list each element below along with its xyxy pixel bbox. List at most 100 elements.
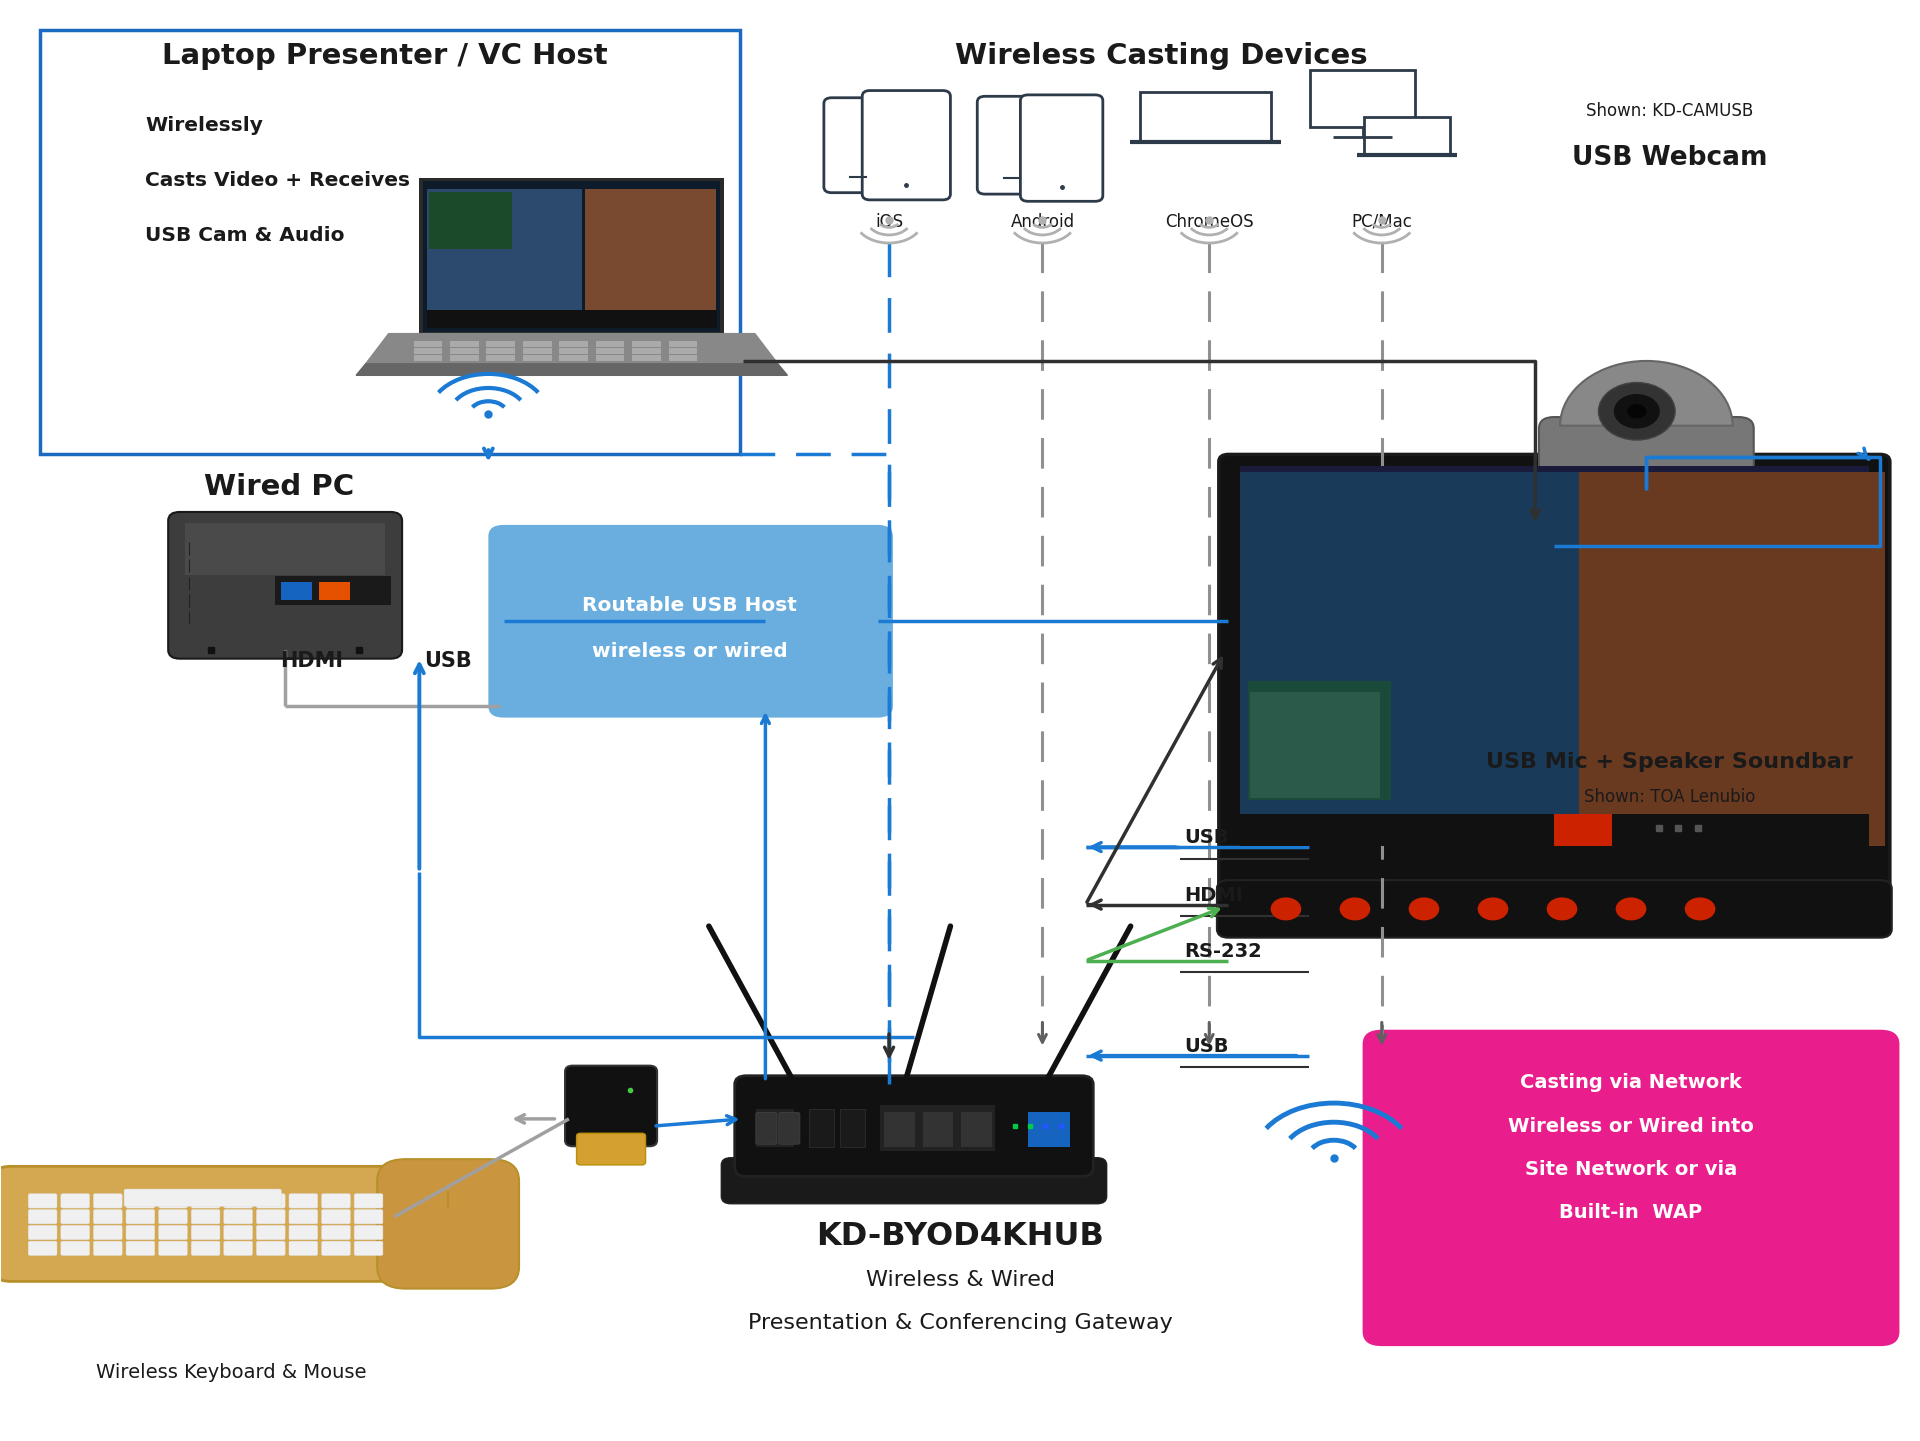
Bar: [595, 354, 624, 360]
FancyBboxPatch shape: [127, 1241, 156, 1255]
FancyBboxPatch shape: [780, 1112, 801, 1144]
Text: Presentation & Conferencing Gateway: Presentation & Conferencing Gateway: [747, 1313, 1173, 1333]
Bar: [449, 347, 478, 353]
Circle shape: [1340, 898, 1371, 921]
Circle shape: [1599, 382, 1674, 440]
FancyBboxPatch shape: [192, 1193, 221, 1208]
FancyBboxPatch shape: [321, 1209, 349, 1223]
FancyBboxPatch shape: [94, 1225, 123, 1239]
Bar: [632, 354, 660, 360]
Bar: [885, 1112, 916, 1147]
FancyBboxPatch shape: [159, 1209, 188, 1223]
Circle shape: [1626, 403, 1645, 418]
Circle shape: [1548, 898, 1578, 921]
Text: Laptop Presenter / VC Host: Laptop Presenter / VC Host: [161, 42, 607, 69]
Text: Casting via Network: Casting via Network: [1521, 1074, 1741, 1092]
Bar: [186, 523, 384, 575]
Bar: [426, 189, 582, 329]
Text: Wireless or Wired into: Wireless or Wired into: [1507, 1117, 1755, 1136]
Text: USB: USB: [1185, 829, 1229, 847]
FancyBboxPatch shape: [94, 1193, 123, 1208]
Text: ChromeOS: ChromeOS: [1165, 213, 1254, 231]
FancyBboxPatch shape: [225, 1193, 253, 1208]
FancyBboxPatch shape: [192, 1209, 221, 1223]
Bar: [668, 354, 697, 360]
FancyBboxPatch shape: [321, 1193, 349, 1208]
Bar: [449, 342, 478, 347]
Bar: [413, 342, 442, 347]
Text: USB Webcam: USB Webcam: [1572, 146, 1766, 171]
Bar: [40, 30, 739, 454]
Circle shape: [1617, 898, 1645, 921]
Text: Casts Video + Receives: Casts Video + Receives: [146, 171, 411, 190]
Bar: [960, 1112, 991, 1147]
Bar: [449, 354, 478, 360]
Bar: [422, 182, 720, 333]
Bar: [522, 342, 551, 347]
FancyBboxPatch shape: [576, 1133, 645, 1164]
FancyBboxPatch shape: [321, 1241, 349, 1255]
FancyBboxPatch shape: [61, 1225, 90, 1239]
Text: KD-BYOD4KHUB: KD-BYOD4KHUB: [816, 1221, 1104, 1252]
FancyBboxPatch shape: [1363, 1030, 1899, 1346]
FancyBboxPatch shape: [353, 1225, 382, 1239]
FancyBboxPatch shape: [159, 1225, 188, 1239]
Text: Wireless & Wired: Wireless & Wired: [866, 1270, 1054, 1290]
Bar: [1250, 692, 1380, 798]
Text: Routable USB Host: Routable USB Host: [582, 597, 797, 615]
Circle shape: [1615, 393, 1659, 428]
Text: Shown: KD-CAMUSB: Shown: KD-CAMUSB: [1586, 102, 1753, 120]
Polygon shape: [365, 334, 778, 363]
Text: RS-232: RS-232: [1185, 941, 1261, 961]
Wedge shape: [1561, 360, 1732, 425]
Bar: [1309, 71, 1415, 127]
Text: iOS: iOS: [876, 213, 902, 231]
Bar: [522, 354, 551, 360]
Text: Built-in  WAP: Built-in WAP: [1559, 1203, 1703, 1222]
FancyBboxPatch shape: [159, 1241, 188, 1255]
Bar: [1240, 465, 1868, 501]
FancyBboxPatch shape: [376, 1159, 518, 1288]
FancyBboxPatch shape: [353, 1193, 382, 1208]
FancyBboxPatch shape: [61, 1209, 90, 1223]
FancyBboxPatch shape: [29, 1193, 58, 1208]
FancyBboxPatch shape: [225, 1225, 253, 1239]
FancyBboxPatch shape: [127, 1209, 156, 1223]
FancyBboxPatch shape: [94, 1209, 123, 1223]
Text: Wired PC: Wired PC: [204, 473, 355, 501]
FancyBboxPatch shape: [290, 1209, 317, 1223]
FancyBboxPatch shape: [192, 1241, 221, 1255]
Bar: [319, 582, 349, 599]
Bar: [275, 576, 390, 605]
FancyBboxPatch shape: [0, 1166, 413, 1281]
Bar: [522, 347, 551, 353]
FancyBboxPatch shape: [94, 1241, 123, 1255]
FancyBboxPatch shape: [61, 1241, 90, 1255]
FancyBboxPatch shape: [127, 1193, 156, 1208]
Bar: [924, 1112, 954, 1147]
FancyBboxPatch shape: [735, 1076, 1092, 1176]
Bar: [413, 354, 442, 360]
Bar: [881, 1105, 995, 1151]
FancyBboxPatch shape: [564, 1066, 657, 1146]
Circle shape: [1409, 898, 1440, 921]
Bar: [1363, 117, 1450, 154]
Bar: [428, 192, 513, 249]
Text: USB Mic + Speaker Soundbar: USB Mic + Speaker Soundbar: [1486, 752, 1853, 772]
FancyBboxPatch shape: [257, 1209, 286, 1223]
FancyBboxPatch shape: [257, 1225, 286, 1239]
FancyBboxPatch shape: [756, 1112, 778, 1144]
FancyBboxPatch shape: [862, 91, 950, 200]
Bar: [810, 1110, 835, 1147]
Bar: [419, 179, 724, 334]
Bar: [1140, 92, 1271, 141]
Circle shape: [1478, 898, 1509, 921]
Text: USB: USB: [1185, 1036, 1229, 1056]
Bar: [668, 347, 697, 353]
Bar: [1240, 471, 1578, 846]
FancyBboxPatch shape: [977, 97, 1046, 195]
Bar: [586, 189, 716, 329]
FancyBboxPatch shape: [225, 1241, 253, 1255]
Text: Shown: TOA Lenubio: Shown: TOA Lenubio: [1584, 788, 1755, 806]
Circle shape: [1271, 898, 1302, 921]
